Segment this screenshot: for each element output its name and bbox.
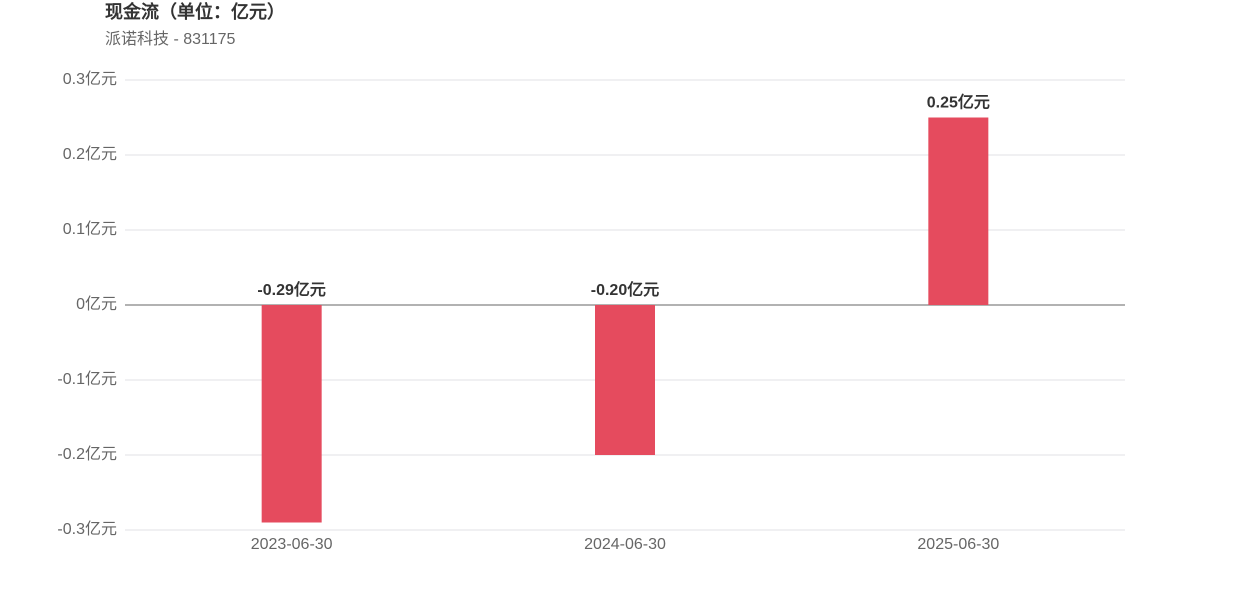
x-tick-label: 2025-06-30 bbox=[917, 536, 999, 553]
bar bbox=[928, 117, 989, 305]
bar bbox=[261, 305, 322, 523]
y-tick-label: 0.3亿元 bbox=[63, 70, 117, 88]
x-tick-label: 2023-06-30 bbox=[251, 536, 333, 553]
value-label: -0.20亿元 bbox=[591, 280, 659, 299]
y-tick-label: 0.1亿元 bbox=[63, 220, 117, 238]
y-tick-label: -0.3亿元 bbox=[57, 520, 117, 538]
x-tick-label: 2024-06-30 bbox=[584, 536, 666, 553]
value-label: -0.29亿元 bbox=[257, 280, 325, 299]
y-tick-label: -0.1亿元 bbox=[57, 370, 117, 388]
y-tick-label: 0.2亿元 bbox=[63, 145, 117, 163]
value-label: 0.25亿元 bbox=[927, 93, 990, 112]
y-tick-label: -0.2亿元 bbox=[57, 445, 117, 463]
bar bbox=[595, 305, 655, 455]
chart-title: 现金流（单位：亿元） bbox=[105, 1, 285, 22]
y-tick-label: 0亿元 bbox=[76, 295, 117, 313]
chart-subtitle: 派诺科技 - 831175 bbox=[105, 30, 236, 48]
